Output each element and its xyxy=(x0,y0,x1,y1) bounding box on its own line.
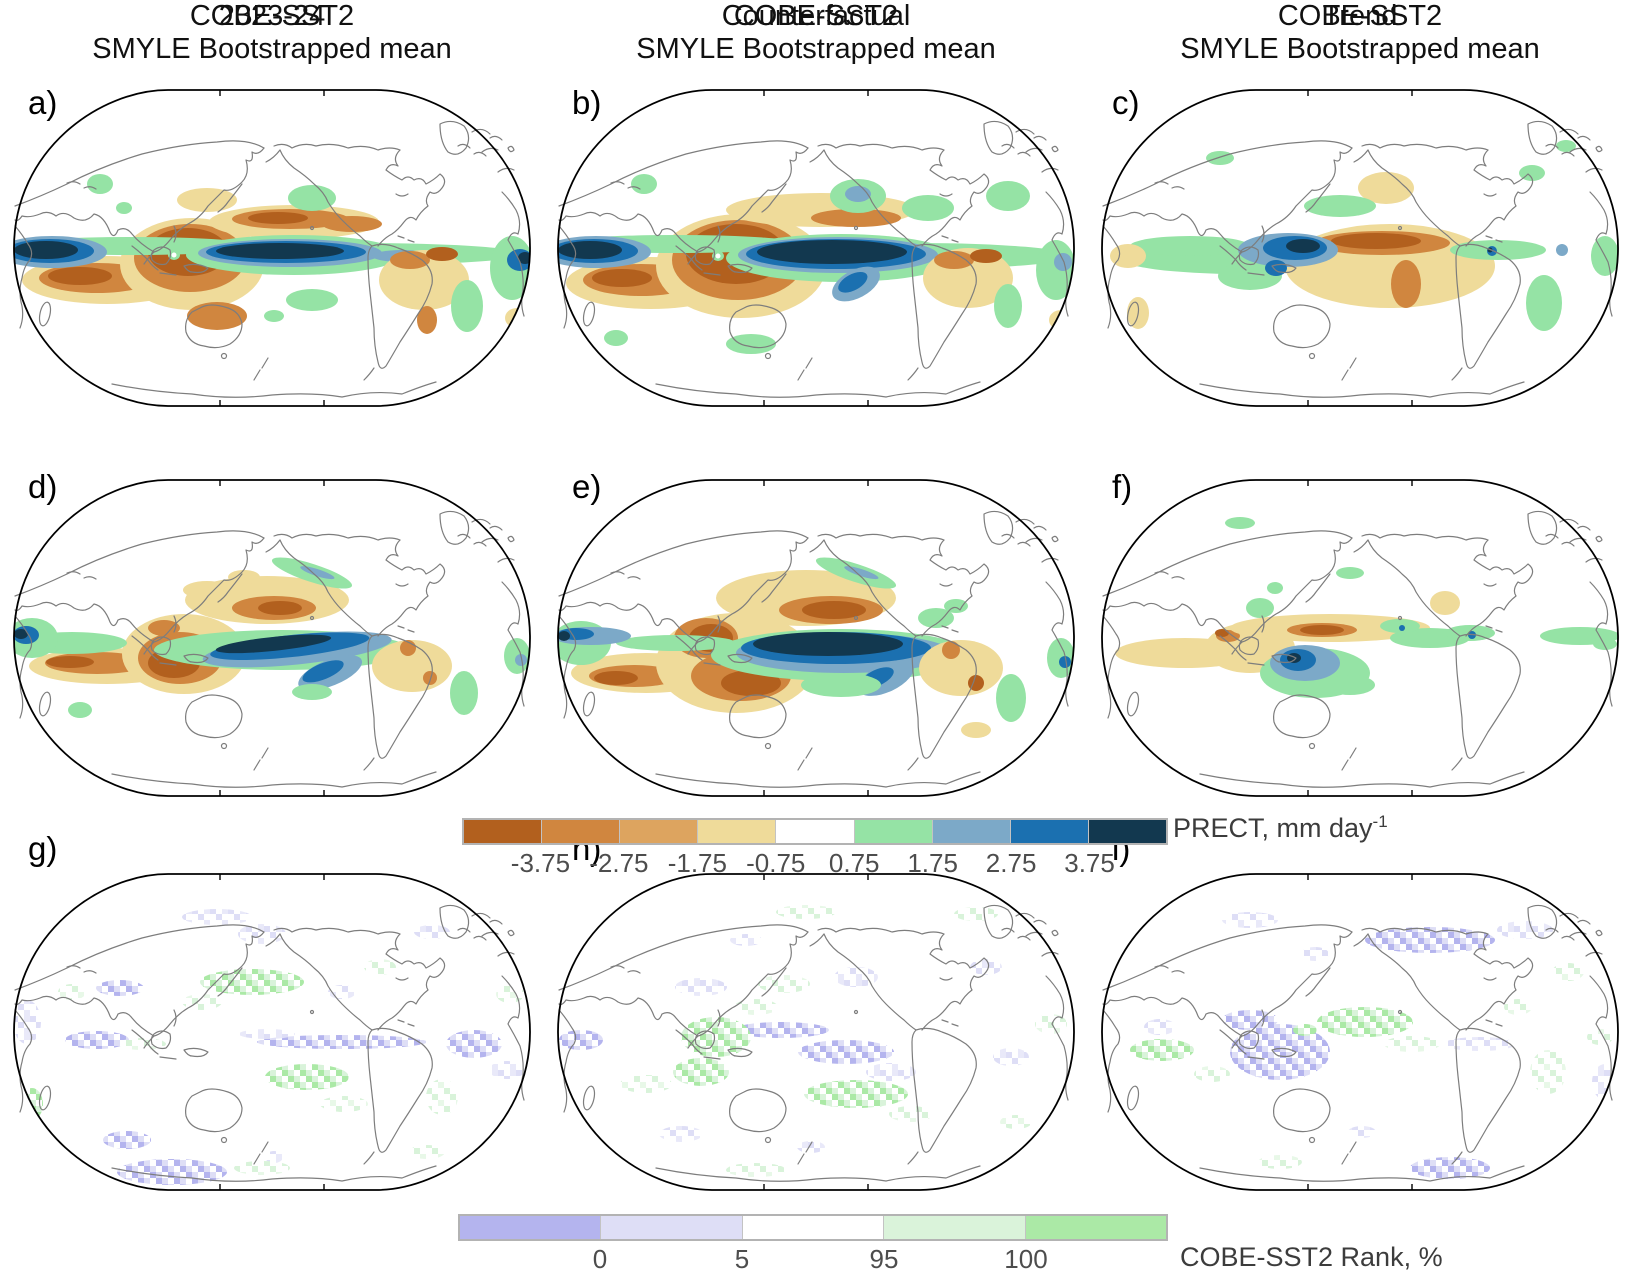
title-period-3: Trend xyxy=(1322,0,1398,32)
colorbar-segment-2 xyxy=(620,820,699,843)
colorbar-tick: 1.75 xyxy=(907,848,958,878)
rank-field xyxy=(1130,912,1618,1179)
rank-field xyxy=(14,909,525,1185)
map-panel-i xyxy=(1100,872,1620,1192)
colorbar-segment-0 xyxy=(460,1216,602,1239)
colorbar-tick: 2.75 xyxy=(985,848,1037,878)
title-dataset-3: SMYLE Bootstrapped mean xyxy=(1180,33,1540,65)
prect-colorbar-label: PRECT, mm day-1 xyxy=(1173,812,1388,844)
colorbar-segment-7 xyxy=(1010,820,1089,843)
colorbar-tick: 0 xyxy=(592,1244,608,1272)
prect-label-superscript: -1 xyxy=(1372,812,1388,831)
colorbar-tick: 5 xyxy=(734,1244,750,1272)
colorbar-tick: 95 xyxy=(869,1244,899,1272)
column-title-1: 2023-24 SMYLE Bootstrapped mean xyxy=(0,0,544,66)
panel-label-b: b) xyxy=(572,84,602,121)
anomaly-field xyxy=(558,551,1074,738)
title-period-1: 2023-24 xyxy=(218,0,326,32)
panel-label-g: g) xyxy=(28,830,58,867)
panel-label-c: c) xyxy=(1112,84,1140,121)
colorbar-segment-8 xyxy=(1088,820,1166,843)
row2-title-2: COBE-SST2 xyxy=(733,0,899,32)
map-panel-e xyxy=(556,478,1076,798)
prect-label-text: PRECT, mm day xyxy=(1173,813,1373,843)
colorbar-segment-3 xyxy=(698,820,777,843)
colorbar-segment-1 xyxy=(542,820,621,843)
map-panel-a xyxy=(12,88,532,408)
map-panel-d xyxy=(12,478,532,798)
rank-colorbar-ticks: 0 5 95 100 xyxy=(458,1244,1168,1272)
title-dataset-2: SMYLE Bootstrapped mean xyxy=(636,33,996,65)
row2-title-1: COBE-SST2 xyxy=(189,0,355,32)
prect-colorbar-ticks: -3.75 -2.75 -1.75 -0.75 0.75 1.75 2.75 3.75 xyxy=(462,848,1168,878)
panel-label-a: a) xyxy=(28,84,58,121)
colorbar-segment-1 xyxy=(601,1216,743,1239)
prect-colorbar xyxy=(462,818,1168,845)
colorbar-tick: -3.75 xyxy=(510,848,571,878)
colorbar-segment-0 xyxy=(464,820,543,843)
colorbar-segment-5 xyxy=(854,820,933,843)
colorbar-segment-6 xyxy=(932,820,1011,843)
panel-label-f: f) xyxy=(1112,468,1133,505)
map-panel-b xyxy=(556,88,1076,408)
colorbar-tick: 100 xyxy=(1004,1244,1048,1272)
colorbar-tick: -0.75 xyxy=(746,848,806,878)
anomaly-field xyxy=(14,174,530,334)
colorbar-tick: -2.75 xyxy=(589,848,649,878)
column-title-3: Trend SMYLE Bootstrapped mean xyxy=(1088,0,1632,66)
colorbar-tick: 0.75 xyxy=(828,848,880,878)
rank-field xyxy=(559,905,1067,1177)
panel-label-d: d) xyxy=(28,468,58,505)
rank-colorbar-label: COBE-SST2 Rank, % xyxy=(1180,1242,1443,1272)
rank-label-text: COBE-SST2 Rank, % xyxy=(1180,1242,1443,1272)
anomaly-field xyxy=(558,174,1074,354)
rank-colorbar xyxy=(458,1214,1168,1241)
colorbar-segment-4 xyxy=(1025,1216,1167,1239)
map-panel-h xyxy=(556,872,1076,1192)
map-panel-f xyxy=(1100,478,1620,798)
column-title-2: Counterfactual SMYLE Bootstrapped mean xyxy=(544,0,1088,66)
colorbar-segment-4 xyxy=(776,820,855,843)
panel-label-e: e) xyxy=(572,468,602,505)
anomaly-field xyxy=(1110,140,1618,331)
colorbar-tick: -1.75 xyxy=(667,848,727,878)
title-dataset-1: SMYLE Bootstrapped mean xyxy=(92,33,452,65)
map-panel-g xyxy=(12,872,532,1192)
title-period-2: Counterfactual xyxy=(721,0,911,32)
row2-title-3: COBE-SST2 xyxy=(1277,0,1443,32)
colorbar-segment-3 xyxy=(884,1216,1026,1239)
map-panel-c xyxy=(1100,88,1620,408)
colorbar-tick: 3.75 xyxy=(1064,848,1115,878)
colorbar-segment-2 xyxy=(742,1216,885,1239)
